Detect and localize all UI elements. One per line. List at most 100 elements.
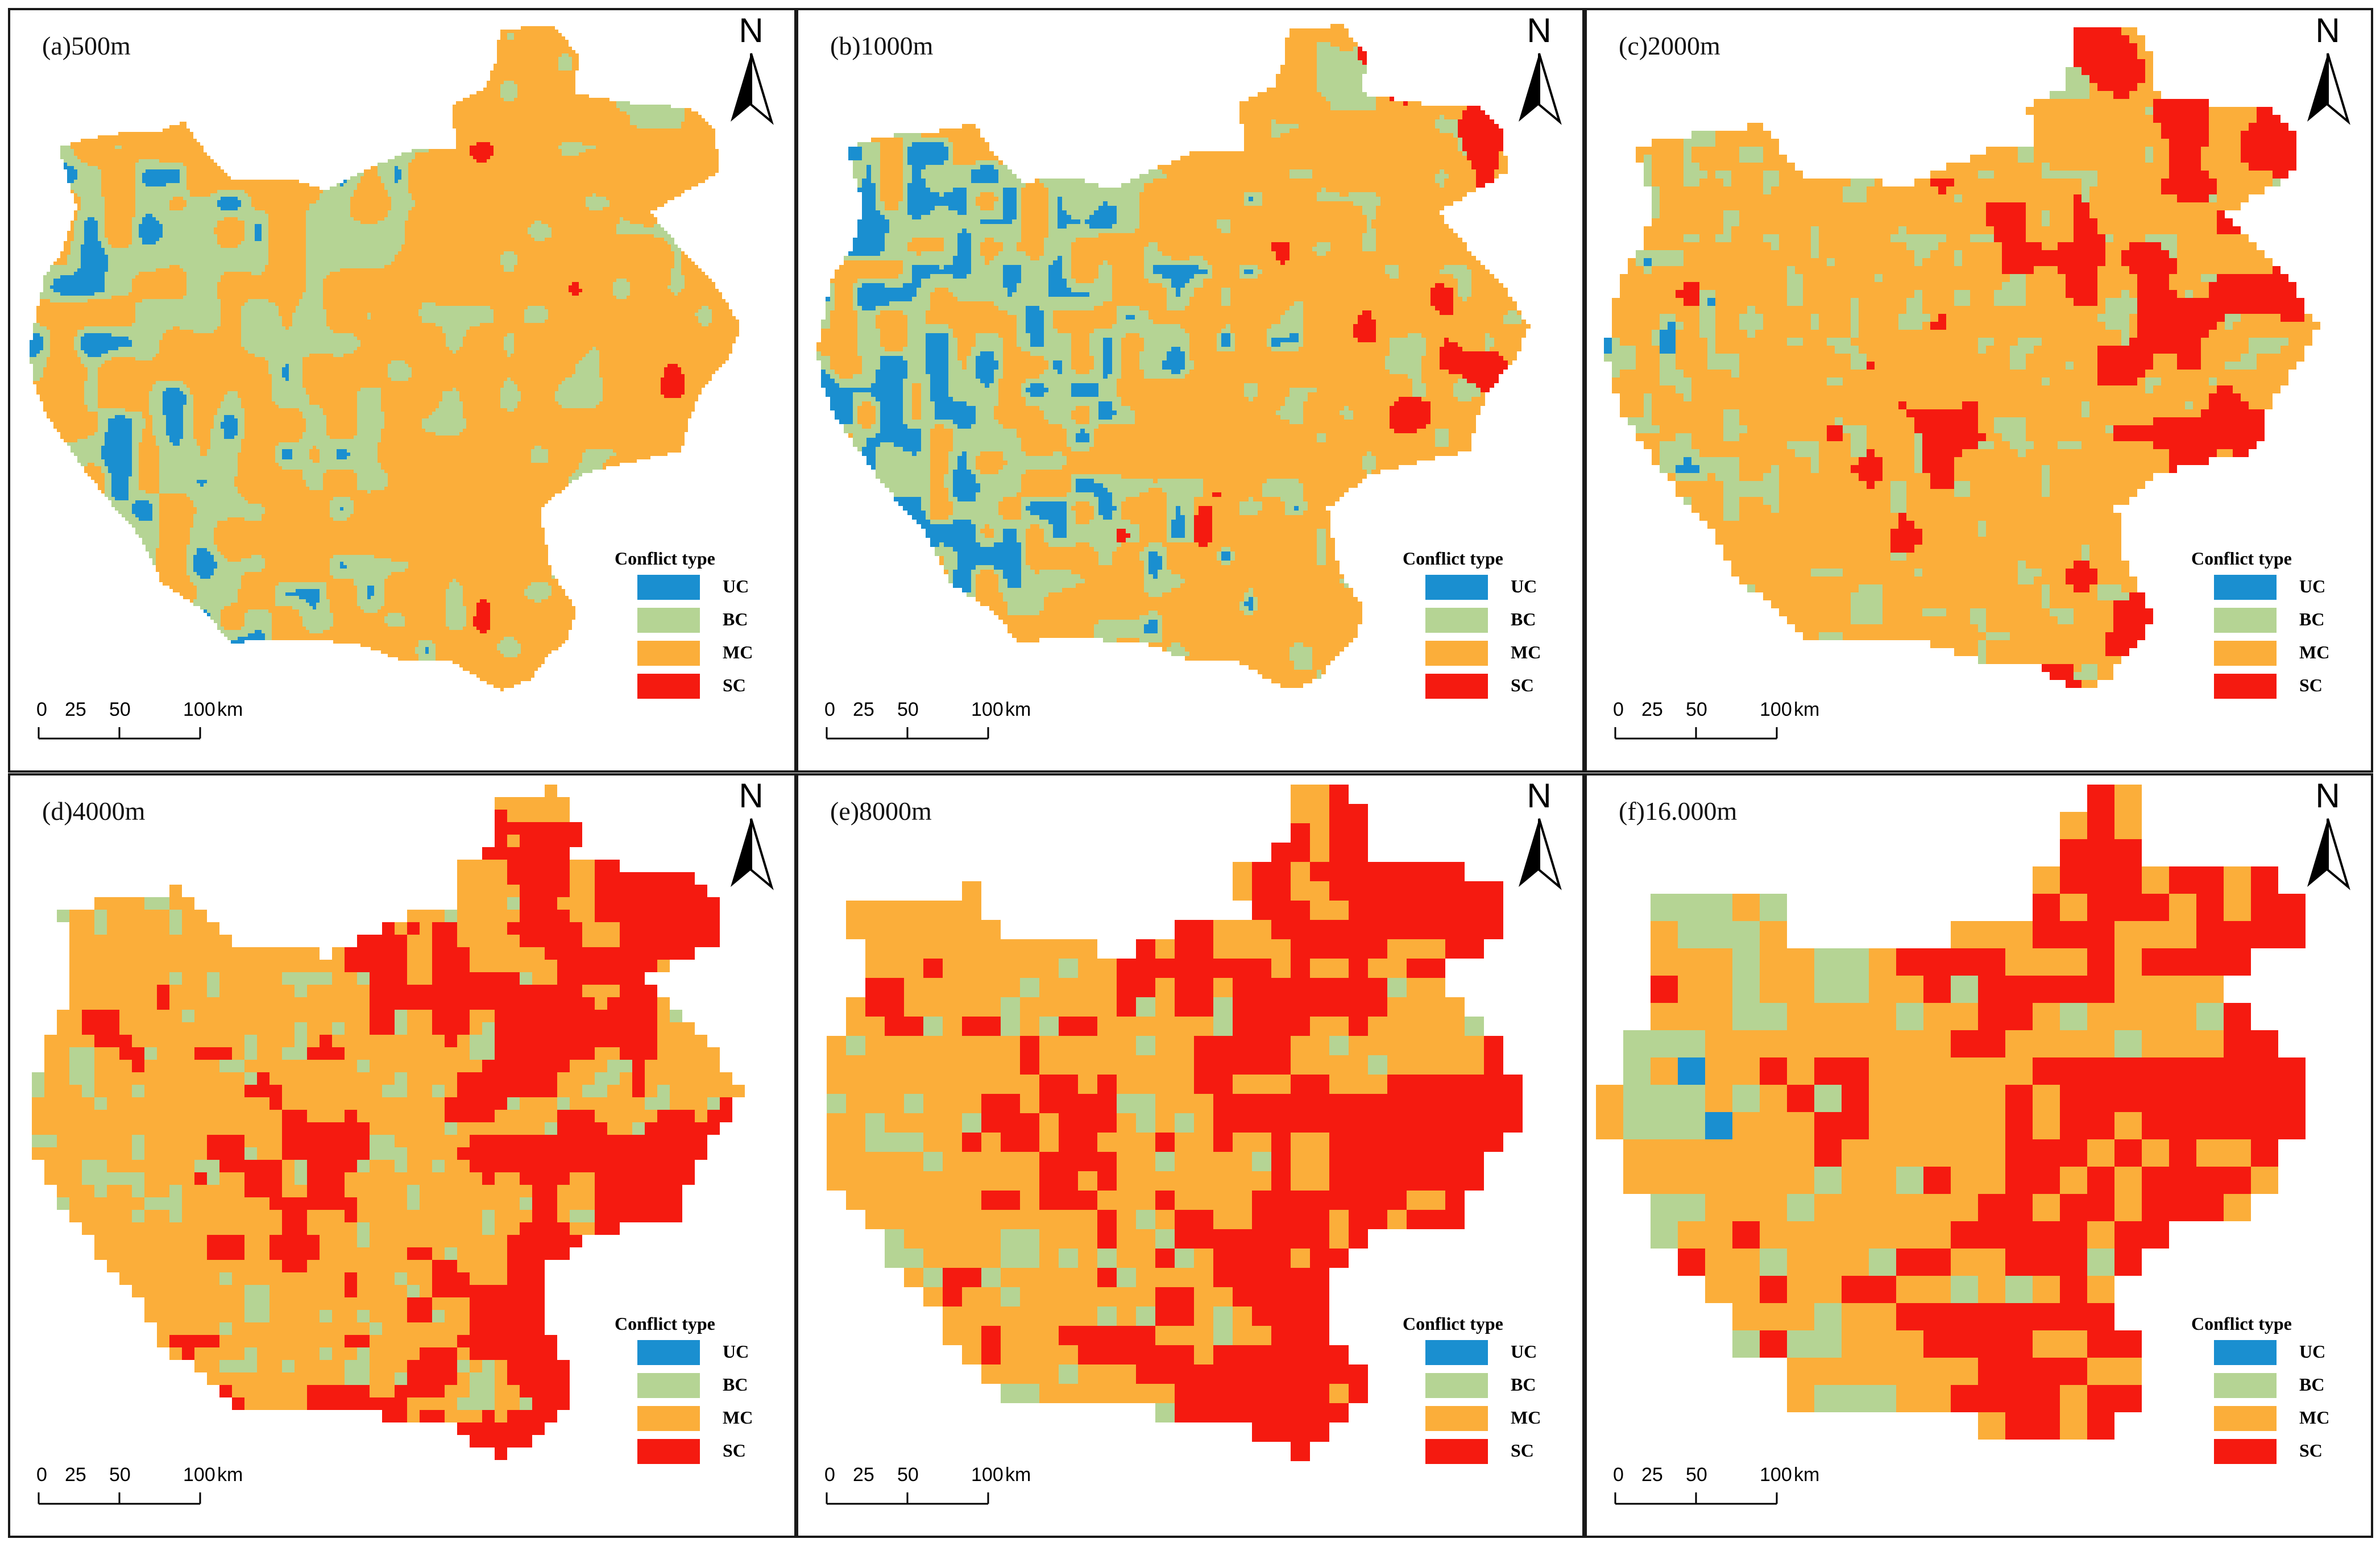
legend-label: MC <box>1511 1407 1541 1428</box>
legend-label: SC <box>723 675 746 695</box>
legend-item: MC <box>615 1400 785 1433</box>
conflict-map <box>32 785 745 1460</box>
scale-unit: km <box>1794 699 1820 720</box>
conflict-cells-uc <box>821 142 1299 633</box>
legend-swatch-uc <box>2214 575 2277 600</box>
legend-item: SC <box>615 1433 785 1466</box>
north-arrow-shape <box>2307 53 2350 125</box>
map-panel-b: (b)1000m N Conflict type UC BC MC <box>796 8 1585 773</box>
conflict-cells-bc <box>1623 894 2224 1412</box>
north-label: N <box>2315 777 2340 815</box>
panel-frame <box>1585 773 2373 1538</box>
panel-frame <box>796 773 1585 1538</box>
conflict-cells-sc <box>82 810 732 1460</box>
conflict-map <box>1604 27 2320 688</box>
legend-label: UC <box>2299 576 2326 596</box>
scale-bar-line <box>38 1492 201 1505</box>
scale-bar-line <box>38 727 201 740</box>
north-arrow-shape <box>1519 818 1562 890</box>
conflict-cells-sc <box>1117 47 1508 547</box>
legend-title: Conflict type <box>2191 548 2292 569</box>
map-panel-d: (d)4000m N Conflict type UC BC MC <box>8 773 797 1538</box>
scale-bar: 0 25 50 100 km <box>36 699 243 744</box>
conflict-cells-mc <box>33 26 739 691</box>
scale-tick-label: 0 <box>1613 699 1624 720</box>
legend-item: BC <box>2191 1367 2362 1400</box>
legend: Conflict type UC BC MC SC <box>2191 1313 2362 1466</box>
conflict-cells-bc <box>816 42 1521 679</box>
scale-tick-label: 100 <box>971 1464 1004 1486</box>
conflict-cells-mc <box>1612 27 2320 688</box>
legend-swatch-sc <box>637 674 700 699</box>
north-arrow-shape <box>1519 53 1562 125</box>
scale-bar-line <box>1614 1492 1778 1505</box>
legend-item: UC <box>615 569 785 602</box>
legend-title: Conflict type <box>615 1313 715 1334</box>
legend-swatch-mc <box>2214 641 2277 666</box>
legend-item: BC <box>615 1367 785 1400</box>
legend-title: Conflict type <box>1403 1313 1503 1334</box>
legend-item: MC <box>615 635 785 668</box>
legend-label: SC <box>1511 675 1534 695</box>
legend: Conflict type UC BC MC SC <box>1403 1313 1573 1466</box>
legend-label: MC <box>1511 642 1541 662</box>
legend-label: BC <box>1511 609 1536 629</box>
panel-title: (c)2000m <box>1619 31 1720 60</box>
scale-unit: km <box>217 1464 243 1486</box>
legend-swatch-uc <box>2214 1340 2277 1365</box>
legend-item: MC <box>1403 635 1573 668</box>
legend-swatch-uc <box>1425 575 1488 600</box>
panel-title: (d)4000m <box>42 797 146 826</box>
legend-swatch-mc <box>637 641 700 666</box>
scale-tick-label: 25 <box>1641 1464 1663 1486</box>
legend-title: Conflict type <box>615 548 715 569</box>
legend-swatch-bc <box>637 1373 700 1398</box>
panel-frame <box>8 8 797 773</box>
conflict-cells-sc <box>1676 27 2304 688</box>
legend-label: BC <box>2299 609 2325 629</box>
legend-swatch-uc <box>1425 1340 1488 1365</box>
scale-tick-label: 50 <box>109 699 131 720</box>
scale-tick-label: 25 <box>1641 699 1663 720</box>
scale-bar: 0 25 50 100 km <box>36 1464 243 1509</box>
conflict-cells-mc <box>816 24 1531 688</box>
legend-swatch-mc <box>1425 1406 1488 1431</box>
north-arrow-shape <box>731 818 774 890</box>
scale-unit: km <box>1794 1464 1820 1486</box>
legend-label: SC <box>2299 675 2323 695</box>
scale-tick-label: 100 <box>971 699 1004 720</box>
legend-item: BC <box>1403 602 1573 635</box>
legend-label: UC <box>2299 1341 2326 1362</box>
panel-title: (f)16.000m <box>1619 797 1738 826</box>
legend: Conflict type UC BC MC SC <box>1403 548 1573 701</box>
legend: Conflict type UC BC MC SC <box>2191 548 2362 701</box>
map-panel-f: (f)16.000m N Conflict type UC BC MC <box>1585 773 2373 1538</box>
legend-item: BC <box>1403 1367 1573 1400</box>
conflict-cells-bc <box>827 959 1484 1422</box>
legend-item: SC <box>1403 1433 1573 1466</box>
north-arrow-icon: N <box>1511 779 1568 893</box>
legend-item: UC <box>615 1334 785 1367</box>
north-label: N <box>739 777 764 815</box>
conflict-cells-bc <box>30 33 712 661</box>
legend-swatch-sc <box>637 1439 700 1464</box>
legend-swatch-uc <box>637 575 700 600</box>
scale-bar: 0 25 50 100 km <box>1613 1464 1819 1509</box>
north-arrow-icon: N <box>1511 14 1568 127</box>
legend-label: SC <box>2299 1440 2323 1461</box>
legend: Conflict type UC BC MC SC <box>615 1313 785 1466</box>
scale-bar: 0 25 50 100 km <box>824 699 1031 744</box>
legend-title: Conflict type <box>2191 1313 2292 1334</box>
scale-bar-line <box>826 727 989 740</box>
scale-tick-label: 0 <box>1613 1464 1624 1486</box>
north-label: N <box>2315 11 2340 49</box>
legend-label: UC <box>723 1341 749 1362</box>
north-arrow-shape <box>731 53 774 125</box>
legend-label: BC <box>1511 1374 1536 1395</box>
panel-frame <box>8 773 797 1538</box>
north-arrow-icon: N <box>723 14 779 127</box>
conflict-cells-bc <box>32 897 720 1410</box>
north-label: N <box>1527 777 1552 815</box>
legend-item: UC <box>2191 1334 2362 1367</box>
legend-label: MC <box>723 1407 753 1428</box>
